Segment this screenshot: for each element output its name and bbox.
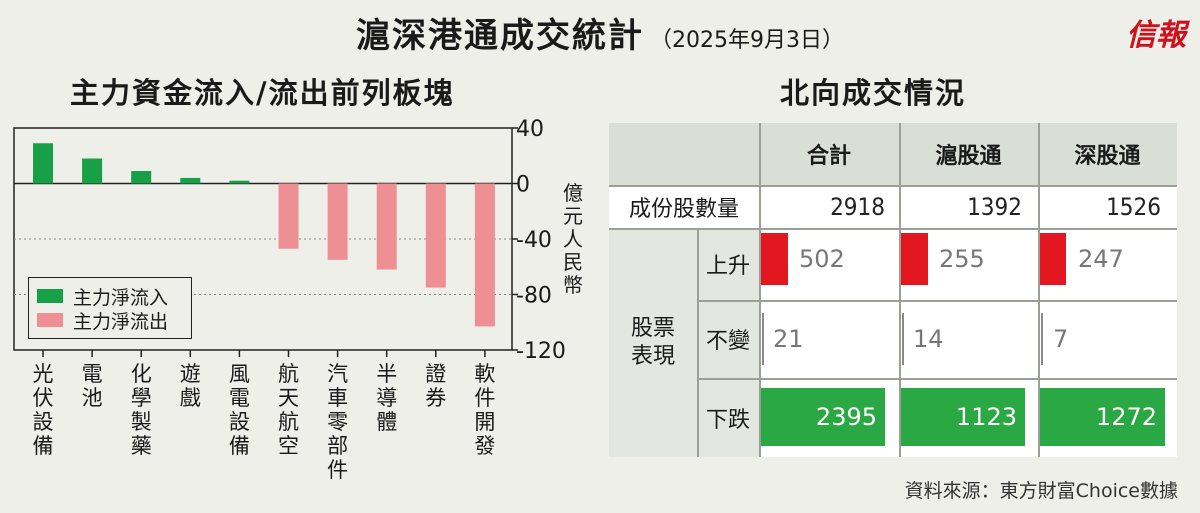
shares-sz: 1526: [1106, 192, 1161, 221]
chart-title: 主力資金流入/流出前列板塊: [70, 76, 455, 110]
down-value-sz: 1272: [1095, 403, 1157, 431]
bar-inflow: [33, 143, 53, 184]
bar-inflow: [82, 158, 103, 184]
legend-label-inflow: 主力淨流入: [73, 286, 169, 309]
col-header-sh: 滬股通: [899, 123, 1038, 185]
legend-swatch-outflow: [37, 313, 63, 327]
x-tick-label: 化學製藥: [130, 362, 152, 458]
y-tick-label: 40: [516, 117, 544, 142]
x-tick-label: 光伏設備: [32, 362, 54, 458]
row-label-flat: 不變: [697, 300, 759, 378]
bar-outflow: [425, 183, 446, 288]
shares-sh: 1392: [967, 192, 1022, 221]
table-divider: [697, 378, 1177, 380]
performance-group-label: 股票 表現: [609, 228, 697, 457]
y-tick-label: -80: [516, 284, 552, 309]
y-tick-label: -120: [516, 339, 566, 364]
table-divider: [697, 228, 699, 457]
shares-row-label: 成份股數量: [628, 196, 739, 222]
legend-swatch-inflow: [37, 289, 63, 303]
flat-value-sh: 14: [913, 325, 944, 353]
table-divider: [609, 185, 1177, 187]
up-value-sz: 247: [1078, 245, 1124, 273]
bar-inflow: [131, 171, 152, 184]
table-divider: [697, 300, 1177, 302]
flat-bar-sh: [902, 313, 904, 365]
bar-outflow: [474, 183, 495, 327]
flat-bar-total: [762, 313, 764, 365]
bar-inflow: [229, 180, 250, 184]
x-tick-label: 汽車零部件: [327, 362, 349, 482]
northbound-table: 合計 滬股通 深股通 成份股數量 2918 1392 1526 股票 表現 上升 …: [609, 123, 1177, 457]
x-tick-label: 遊戲: [179, 362, 201, 410]
flat-bar-sz: [1041, 313, 1043, 365]
legend-item-outflow: 主力淨流出: [37, 308, 183, 333]
x-tick-label: 軟件開發: [474, 362, 496, 458]
shares-total: 2918: [830, 192, 885, 221]
up-bar-total: [761, 233, 788, 285]
table-divider: [609, 228, 1177, 230]
header-corner: [609, 123, 759, 185]
title-text: 滬深港通成交統計: [356, 16, 644, 56]
bar-outflow: [376, 183, 397, 270]
down-value-total: 2395: [815, 403, 877, 431]
legend-label-outflow: 主力淨流出: [73, 310, 169, 333]
bar-outflow: [278, 183, 299, 249]
legend-item-inflow: 主力淨流入: [37, 284, 183, 309]
up-bar-sz: [1040, 233, 1066, 285]
table-divider: [1038, 123, 1040, 457]
x-tick-label: 證券: [425, 362, 447, 410]
up-value-total: 502: [799, 245, 845, 273]
bar-inflow: [180, 177, 201, 184]
col-header-total: 合計: [759, 123, 899, 185]
x-tick-label: 電池: [81, 362, 103, 410]
down-bar-total: 2395: [761, 388, 885, 446]
up-bar-sh: [901, 233, 928, 285]
col-header-sz: 深股通: [1038, 123, 1177, 185]
flat-value-total: 21: [773, 325, 804, 353]
y-axis-unit-label: 億元人民幣: [563, 181, 583, 297]
source-note: 資料來源：東方財富Choice數據: [904, 480, 1178, 502]
down-bar-sh: 1123: [901, 388, 1025, 446]
y-tick-label: -40: [516, 228, 552, 253]
table-divider: [899, 123, 901, 457]
page-title: 滬深港通成交統計 （2025年9月3日）: [0, 8, 1200, 57]
x-tick-label: 航天航空: [278, 362, 299, 458]
x-tick-label: 風電設備: [228, 362, 250, 458]
row-label-up: 上升: [697, 228, 759, 300]
date-text: （2025年9月3日）: [650, 28, 844, 53]
row-label-down: 下跌: [697, 378, 759, 457]
performance-group-text: 股票 表現: [630, 315, 675, 369]
table-divider: [759, 123, 761, 457]
bar-outflow: [327, 183, 348, 260]
down-value-sh: 1123: [955, 403, 1017, 431]
table-title: 北向成交情況: [780, 76, 967, 110]
y-tick-label: 0: [516, 173, 530, 198]
flat-value-sz: 7: [1053, 325, 1069, 353]
brand-logo: 信報: [1126, 18, 1186, 53]
up-value-sh: 255: [939, 245, 985, 273]
x-tick-label: 半導體: [376, 362, 398, 434]
chart-legend: 主力淨流入 主力淨流出: [28, 277, 192, 339]
down-bar-sz: 1272: [1040, 388, 1165, 446]
